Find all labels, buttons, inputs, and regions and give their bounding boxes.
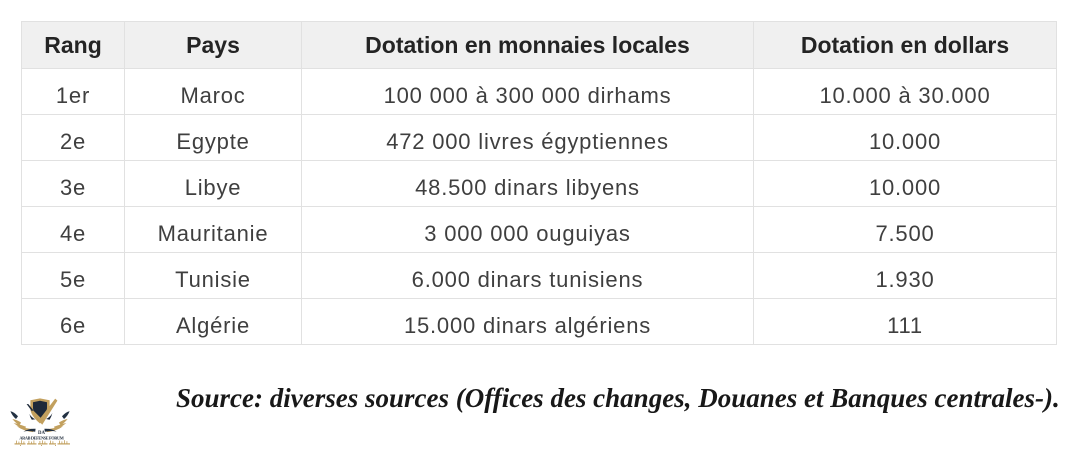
svg-text:ARAB DEFENSE FORUM: ARAB DEFENSE FORUM: [19, 435, 64, 440]
svg-text:DA: DA: [38, 431, 45, 436]
